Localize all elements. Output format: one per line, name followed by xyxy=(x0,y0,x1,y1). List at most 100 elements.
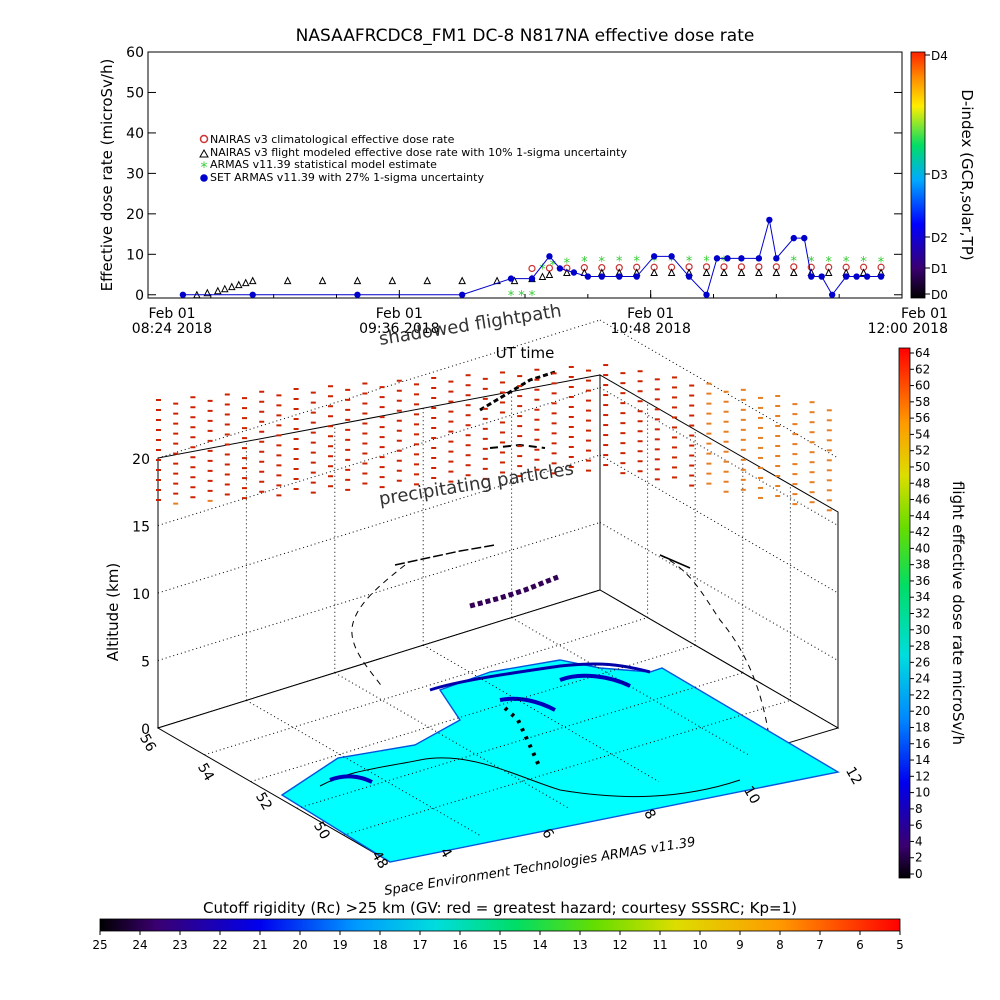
cutoff-rigidity-tick-label: 23 xyxy=(172,938,187,952)
point-armas-model: * xyxy=(581,255,588,270)
dose-rate-tick-label: 54 xyxy=(915,427,930,441)
dose-rate-tick-label: 44 xyxy=(915,509,930,523)
point-set-armas xyxy=(766,216,773,224)
longitude-tick-label: 10 xyxy=(740,784,763,807)
dose-rate-tick-label: 34 xyxy=(915,590,930,604)
point-set-armas xyxy=(249,291,256,298)
point-nairas-flight xyxy=(720,268,728,277)
longitude-tick-label: 12 xyxy=(842,764,865,787)
dose-rate-tick-label: 52 xyxy=(915,444,930,458)
point-set-armas xyxy=(616,273,623,280)
point-set-armas xyxy=(877,273,885,280)
d-index-tick-label: D2 xyxy=(931,231,948,245)
floor-gridline xyxy=(246,699,480,836)
d-index-tick-label: D4 xyxy=(931,49,948,63)
dose-rate-tick-label: 8 xyxy=(915,802,923,816)
point-nairas-flight xyxy=(234,280,243,289)
floor-gridline xyxy=(250,644,696,783)
point-armas-model: * xyxy=(878,256,885,271)
cutoff-rigidity-title: Cutoff rigidity (Rc) >25 km (GV: red = g… xyxy=(203,899,797,917)
point-set-armas xyxy=(354,291,361,298)
legend-marker-set-armas xyxy=(200,174,208,182)
point-nairas-climatological xyxy=(580,264,588,272)
dose-rate-tick-label: 50 xyxy=(915,460,930,474)
dose-rate-tick-label: 32 xyxy=(915,607,930,621)
point-armas-model: * xyxy=(550,258,557,273)
legend-label-set-armas: SET ARMAS v11.39 with 27% 1-sigma uncert… xyxy=(210,171,484,184)
dose-rate-colorbar-label: flight effective dose rate microSv/h xyxy=(949,481,967,745)
point-set-armas xyxy=(507,275,515,282)
point-set-armas xyxy=(818,273,825,280)
point-armas-model: * xyxy=(564,256,571,271)
floor-gridlines xyxy=(204,617,791,836)
y-tick-label: 50 xyxy=(126,85,144,101)
d-index-tick-label: D1 xyxy=(931,262,948,276)
altitude-axis-label: Altitude (km) xyxy=(104,563,122,661)
cutoff-rigidity-ticks: 25 24 23 22 21 20 19 18 17 16 15 14 13 12 11 10 9 8 7 6 5 xyxy=(92,931,904,952)
point-set-armas xyxy=(570,269,578,276)
dose-rate-tick-label: 6 xyxy=(915,818,923,832)
latitude-tick-label: 56 xyxy=(136,731,159,755)
point-set-armas xyxy=(790,234,797,242)
flight-track-mid-top xyxy=(489,443,546,449)
dose-rate-tick-label: 36 xyxy=(915,574,930,588)
point-set-armas xyxy=(853,273,860,280)
point-armas-model: * xyxy=(508,289,515,304)
point-armas-model: * xyxy=(825,255,832,270)
point-nairas-climatological xyxy=(615,264,623,272)
altitude-ticks: 0 5 10 15 20 xyxy=(132,452,150,738)
flight-track-high xyxy=(394,544,496,566)
point-armas-model: * xyxy=(843,255,850,270)
d-index-ticks: D0 D1 D2 D3 D4 xyxy=(925,49,948,302)
point-nairas-flight xyxy=(227,282,236,291)
cutoff-rigidity-tick-label: 22 xyxy=(212,938,227,952)
dose-rate-tick-label: 62 xyxy=(915,362,930,376)
cutoff-rigidity-tick-label: 25 xyxy=(92,938,107,952)
point-armas-model: * xyxy=(529,289,536,304)
point-set-armas xyxy=(755,255,763,262)
point-set-armas xyxy=(842,273,850,280)
cutoff-rigidity-tick-label: 5 xyxy=(896,938,904,952)
flight-shadow-right xyxy=(659,554,769,731)
point-set-armas xyxy=(556,265,564,272)
point-armas-model: * xyxy=(773,254,780,269)
chart-title: NASAAFRCDC8_FM1 DC-8 N817NA effective do… xyxy=(296,26,755,46)
legend-marker-nairas-climatological xyxy=(199,134,209,144)
point-set-armas xyxy=(713,255,721,262)
flight-shadow-left xyxy=(351,564,406,689)
cutoff-rigidity-tick-label: 14 xyxy=(532,938,547,952)
x-tick-label-time: 12:00 2018 xyxy=(868,321,948,337)
point-nairas-flight xyxy=(538,272,547,281)
cutoff-rigidity-colorbar xyxy=(99,918,901,932)
point-nairas-flight xyxy=(220,284,229,293)
dose-rate-tick-label: 10 xyxy=(915,786,930,800)
point-nairas-flight xyxy=(789,268,798,277)
dose-rate-tick-label: 2 xyxy=(915,851,923,865)
point-set-armas xyxy=(703,291,710,298)
cutoff-rigidity-tick-label: 18 xyxy=(372,938,387,952)
altitude-tick-label: 5 xyxy=(141,655,150,671)
point-nairas-flight xyxy=(667,268,676,277)
point-nairas-flight xyxy=(353,276,362,285)
point-nairas-flight xyxy=(241,278,250,287)
dose-rate-tick-label: 14 xyxy=(915,753,930,767)
point-nairas-flight xyxy=(458,276,466,285)
top-y-ticks: 0 10 20 30 40 50 60 xyxy=(126,45,902,304)
top-y-axis-label: Effective dose rate (microSv/h) xyxy=(98,59,116,292)
point-nairas-flight xyxy=(318,276,327,285)
cutoff-rigidity-tick-label: 9 xyxy=(736,938,744,952)
cutoff-rigidity-tick-label: 10 xyxy=(692,938,707,952)
point-armas-model: * xyxy=(668,254,675,269)
point-armas-model: * xyxy=(599,255,606,270)
dose-rate-tick-label: 58 xyxy=(915,395,930,409)
point-set-armas xyxy=(801,234,808,242)
point-armas-model: * xyxy=(721,254,728,269)
point-armas-model: * xyxy=(633,254,640,269)
point-set-armas xyxy=(179,291,187,298)
point-armas-model: * xyxy=(808,255,815,270)
point-armas-model: * xyxy=(703,254,710,269)
precipitating-particles xyxy=(156,364,832,512)
dose-rate-tick-label: 4 xyxy=(915,834,923,848)
dose-rate-tick-label: 16 xyxy=(915,737,930,751)
point-set-armas xyxy=(738,255,745,262)
